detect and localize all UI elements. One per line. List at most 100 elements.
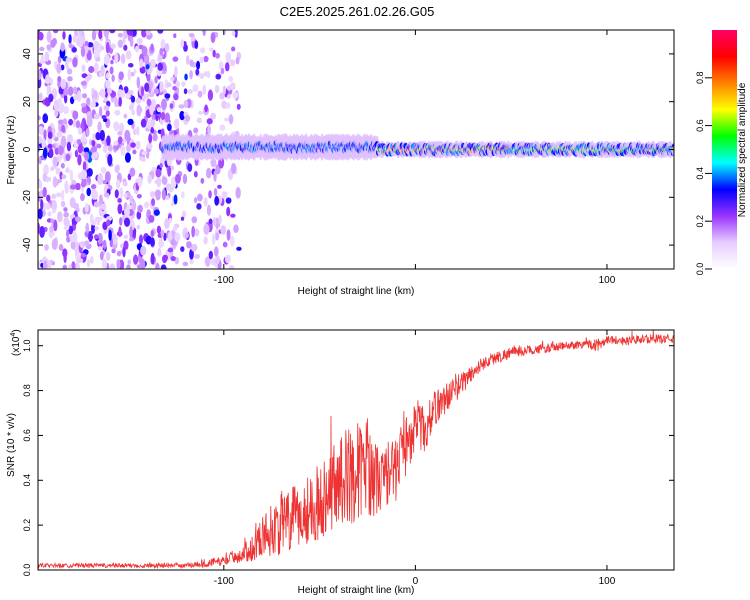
noise-cell	[230, 82, 236, 91]
noise-cell	[219, 92, 225, 100]
noise-cell	[60, 200, 66, 208]
noise-cell	[210, 112, 217, 120]
noise-cell	[144, 201, 150, 209]
noise-cell	[62, 31, 66, 40]
noise-cell	[138, 156, 145, 161]
noise-cell	[38, 136, 43, 144]
noise-cell	[100, 64, 105, 77]
spectrogram-y-tick-label: -40	[22, 237, 33, 252]
noise-cell	[95, 131, 101, 141]
noise-cell	[153, 209, 160, 216]
noise-cell	[72, 57, 78, 68]
noise-cell	[65, 153, 71, 162]
noise-cell	[62, 248, 68, 258]
noise-cell	[42, 113, 49, 124]
noise-cell	[136, 126, 140, 136]
noise-cell	[180, 246, 185, 253]
noise-cell	[230, 213, 236, 218]
noise-cell	[111, 248, 116, 254]
noise-cell	[127, 62, 134, 68]
noise-cell	[77, 141, 83, 154]
snr-x-tick-label: -100	[214, 576, 234, 587]
spectrogram-y-tick-label: 20	[22, 96, 33, 108]
noise-cell	[141, 30, 147, 38]
noise-cell	[148, 92, 155, 98]
noise-cell	[66, 236, 71, 243]
noise-cell	[53, 219, 58, 232]
noise-cell	[51, 37, 58, 46]
noise-cell	[47, 259, 52, 269]
noise-cell	[127, 259, 131, 265]
noise-cell	[129, 226, 133, 238]
noise-cell	[38, 69, 42, 80]
noise-cell	[56, 179, 62, 184]
noise-cell	[141, 46, 148, 57]
noise-cell	[139, 65, 146, 74]
snr-axes: -100 0 100 0.0 0.2 0.4 0.6 0.8 1.0	[22, 330, 674, 587]
noise-cell	[148, 118, 152, 130]
noise-cell	[38, 208, 43, 220]
noise-cell	[102, 239, 107, 250]
noise-cell	[185, 55, 190, 65]
noise-cell	[128, 237, 134, 242]
noise-cell	[154, 189, 161, 198]
noise-cell	[221, 190, 226, 201]
noise-cell	[49, 225, 54, 233]
noise-cell	[145, 148, 150, 159]
noise-cell	[187, 163, 193, 172]
noise-cell	[109, 263, 116, 269]
noise-cell	[194, 228, 200, 237]
noise-cell	[127, 68, 132, 81]
noise-cell	[77, 258, 84, 264]
colorbar-gradient	[712, 30, 737, 269]
noise-cell	[168, 217, 173, 224]
noise-cell	[127, 118, 134, 126]
spectrogram-panel: -100 100 -40 -20 0 20 40 Height of straight li…	[6, 29, 675, 297]
noise-cell	[56, 131, 63, 138]
noise-cell	[118, 96, 122, 107]
noise-cell	[42, 186, 47, 198]
noise-cell	[93, 234, 99, 240]
noise-cell	[197, 90, 203, 98]
noise-cell	[40, 53, 45, 64]
noise-cell	[38, 46, 45, 52]
noise-cell	[79, 241, 86, 249]
noise-cell	[97, 173, 104, 185]
noise-cell	[188, 33, 195, 38]
noise-cell	[136, 104, 142, 117]
noise-cell	[38, 125, 44, 135]
noise-cell	[217, 184, 222, 189]
noise-cell	[86, 97, 91, 104]
noise-cell	[71, 47, 77, 53]
noise-cell	[203, 197, 208, 207]
noise-cell	[99, 251, 104, 261]
snr-y-tick-label: 0.2	[22, 519, 32, 532]
noise-cell	[99, 129, 105, 142]
noise-cell	[84, 240, 90, 246]
noise-cell	[208, 190, 212, 199]
noise-cell	[196, 60, 201, 70]
noise-cell	[157, 250, 162, 257]
noise-cell	[66, 141, 72, 152]
noise-cell	[97, 232, 103, 245]
noise-cell	[134, 45, 140, 53]
noise-cell	[77, 127, 83, 135]
noise-cell	[183, 99, 189, 109]
noise-cell	[206, 70, 211, 79]
noise-cell	[66, 68, 73, 75]
noise-cell	[196, 203, 202, 210]
noise-cell	[109, 30, 116, 34]
noise-cell	[137, 204, 143, 213]
noise-cell	[136, 76, 141, 89]
noise-cell	[140, 118, 147, 128]
noise-cell	[164, 112, 171, 123]
noise-cell	[117, 130, 123, 136]
noise-cell	[82, 161, 87, 172]
noise-cell	[202, 84, 207, 96]
noise-cell	[57, 55, 62, 64]
noise-cell	[126, 204, 132, 210]
snr-x-label: Height of straight line (km)	[298, 585, 415, 596]
noise-cell	[91, 188, 97, 200]
noise-cell	[224, 117, 229, 122]
spectrogram-cells	[38, 30, 674, 269]
